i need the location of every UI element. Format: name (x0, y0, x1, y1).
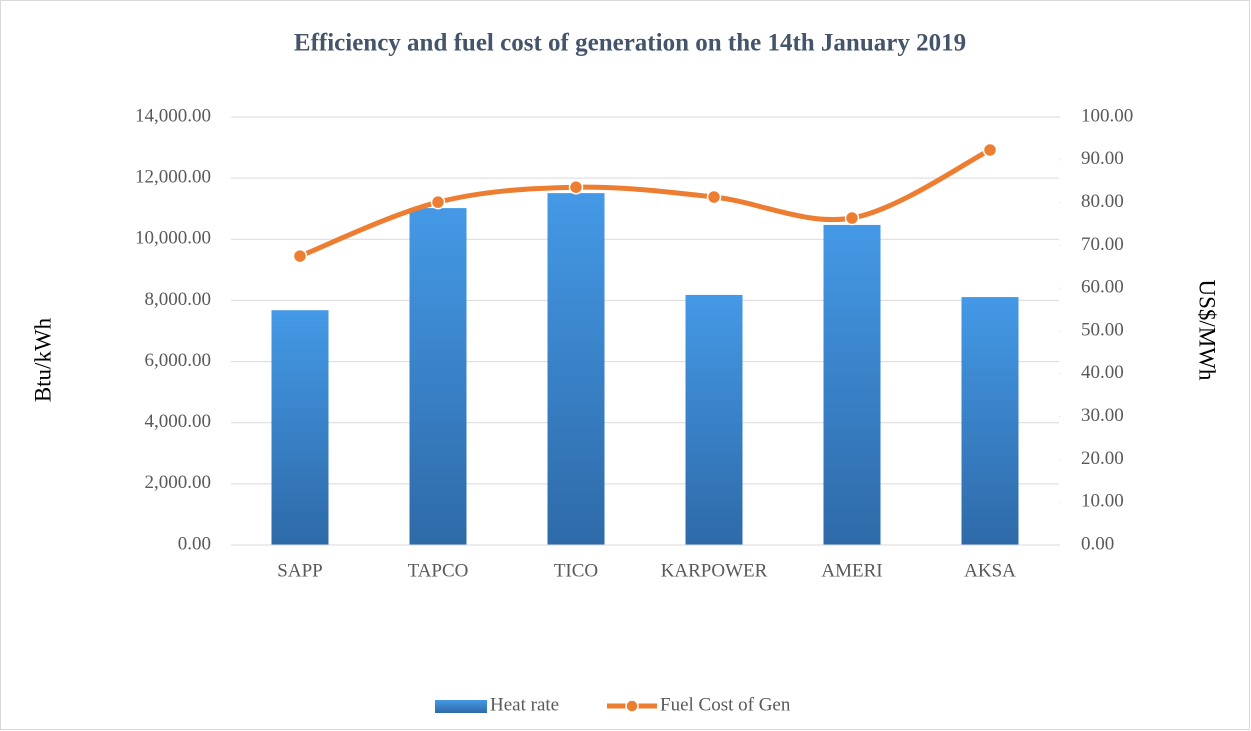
legend-swatch (435, 700, 487, 713)
x-tick-label: TAPCO (408, 560, 469, 581)
bar (547, 193, 605, 545)
y2-tick-label: 0.00 (1081, 533, 1114, 554)
line-marker (844, 210, 860, 226)
line-marker (982, 142, 998, 158)
legend-label: Fuel Cost of Gen (660, 694, 791, 715)
y-tick-label: 4,000.00 (145, 411, 212, 432)
legend-marker (625, 699, 639, 713)
y-tick-label: 12,000.00 (135, 167, 211, 188)
x-tick-label: AKSA (964, 560, 1016, 581)
y2-tick-label: 80.00 (1081, 191, 1124, 212)
bar (961, 297, 1019, 545)
bar (271, 310, 329, 545)
y-axis-title: Btu/kWh (30, 317, 55, 402)
y2-tick-label: 60.00 (1081, 277, 1124, 298)
y2-tick-label: 40.00 (1081, 362, 1124, 383)
y-tick-label: 2,000.00 (145, 472, 212, 493)
y-tick-label: 0.00 (178, 533, 211, 554)
y-tick-label: 8,000.00 (145, 289, 212, 310)
line (297, 147, 993, 259)
y2-tick-label: 50.00 (1081, 319, 1124, 340)
line-marker (292, 248, 308, 264)
bar (685, 294, 743, 545)
legend-label: Heat rate (490, 694, 559, 715)
x-tick-label: SAPP (277, 560, 322, 581)
x-tick-label: TICO (554, 560, 598, 581)
bar (823, 224, 881, 545)
line-marker (706, 189, 722, 205)
line-marker (430, 194, 446, 210)
y-tick-label: 14,000.00 (135, 105, 211, 126)
chart-title: Efficiency and fuel cost of generation o… (294, 30, 966, 57)
x-tick-label: KARPOWER (661, 560, 768, 581)
y2-tick-label: 10.00 (1081, 491, 1124, 512)
y2-tick-label: 20.00 (1081, 448, 1124, 469)
y2-tick-label: 70.00 (1081, 234, 1124, 255)
y-tick-label: 10,000.00 (135, 228, 211, 249)
y2-axis-title: US$/MWh (1195, 280, 1220, 381)
line-marker (568, 179, 584, 195)
bar (409, 208, 467, 546)
y2-tick-label: 100.00 (1081, 105, 1133, 126)
y2-tick-label: 30.00 (1081, 405, 1124, 426)
y-tick-label: 6,000.00 (145, 350, 212, 371)
y2-tick-label: 90.00 (1081, 148, 1124, 169)
x-tick-label: AMERI (821, 560, 882, 581)
